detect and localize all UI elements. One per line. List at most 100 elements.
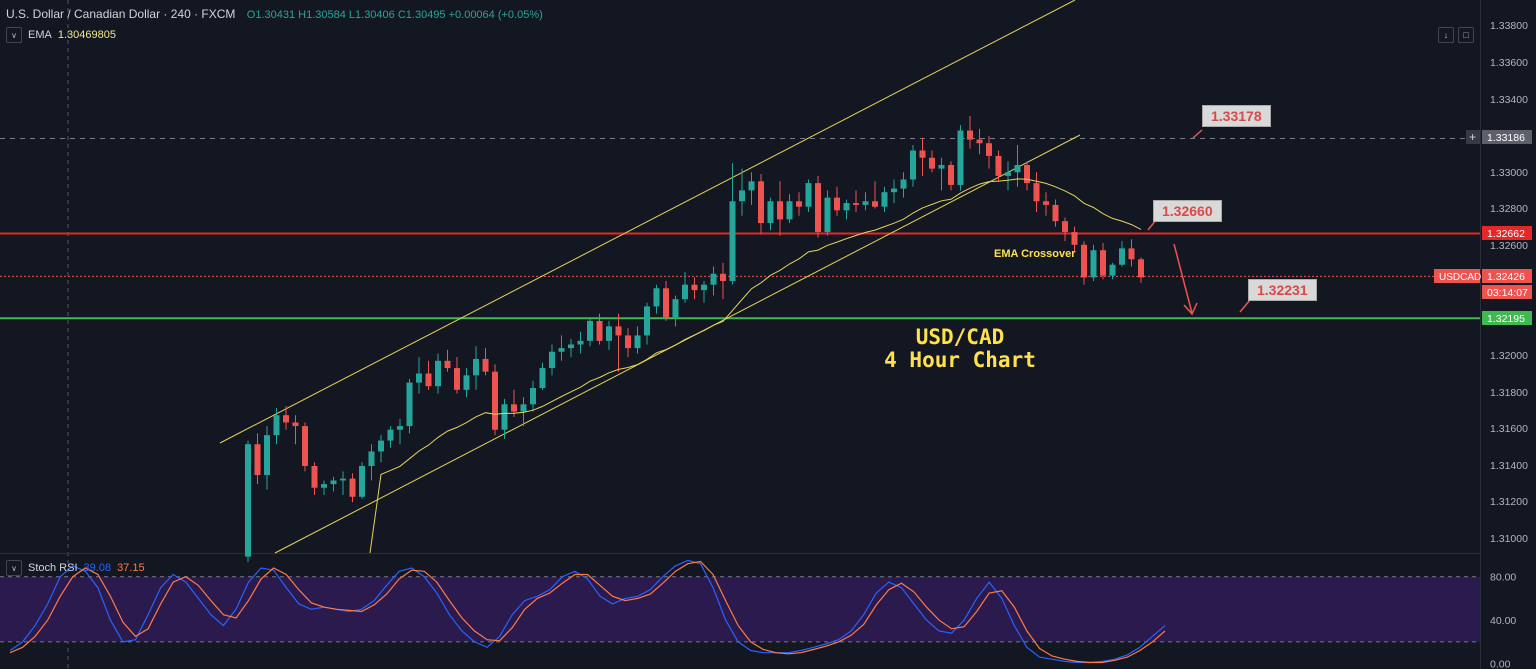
candle-body bbox=[349, 478, 356, 497]
stoch-rsi-pane bbox=[0, 559, 1480, 664]
candle-body bbox=[454, 368, 460, 390]
price-tick-label: 1.32800 bbox=[1490, 203, 1528, 215]
candle-body bbox=[701, 284, 707, 291]
chart-title-overlay: USD/CAD 4 Hour Chart bbox=[840, 326, 1080, 372]
callout-target-high: 1.33178 bbox=[1202, 105, 1271, 127]
projection-arrow-line bbox=[1173, 243, 1193, 314]
price-tag-bg bbox=[1482, 226, 1532, 240]
candle-body bbox=[340, 478, 346, 481]
candle-body bbox=[891, 188, 897, 193]
stoch-band bbox=[0, 576, 1480, 642]
candle-body bbox=[577, 340, 584, 345]
candle-body bbox=[881, 192, 888, 207]
price-tick-label: 1.33600 bbox=[1490, 57, 1528, 69]
candle-body bbox=[378, 440, 384, 452]
candle-body bbox=[1081, 244, 1087, 278]
price-tick-label: 1.31200 bbox=[1490, 496, 1528, 508]
candle-body bbox=[1128, 248, 1135, 260]
ema-line bbox=[369, 178, 1142, 554]
price-axis: 1.33800 1.33600 1.33400 1.33186 1.33000 1.328… bbox=[1434, 20, 1532, 669]
candle-body bbox=[786, 201, 793, 220]
candle-body bbox=[625, 335, 631, 349]
candle-body bbox=[539, 368, 546, 389]
candle-body bbox=[739, 190, 745, 202]
candle-body bbox=[1043, 201, 1049, 205]
candle-body bbox=[796, 201, 802, 207]
candle-body bbox=[815, 183, 821, 233]
ema-legend[interactable]: ∨ EMA 1.30469805 bbox=[6, 27, 116, 43]
candle-body bbox=[634, 335, 641, 349]
candle-body bbox=[425, 373, 432, 387]
candle-body bbox=[606, 326, 612, 341]
callout-pointer bbox=[1192, 129, 1203, 139]
candle-body bbox=[549, 351, 555, 369]
collapse-icon[interactable]: ∨ bbox=[6, 27, 22, 43]
candle-body bbox=[520, 404, 527, 412]
stoch-tick-label: 80.00 bbox=[1490, 572, 1516, 584]
price-tag-bg bbox=[1482, 130, 1532, 144]
candle-body bbox=[254, 444, 261, 476]
price-tag-label: 1.33186 bbox=[1487, 132, 1525, 144]
candle-body bbox=[929, 157, 935, 169]
candle-body bbox=[416, 373, 422, 383]
stoch-legend[interactable]: ∨ Stoch RSI 39.08 37.15 bbox=[6, 560, 145, 576]
candle-body bbox=[976, 139, 983, 144]
price-tick-label: 1.31800 bbox=[1490, 387, 1528, 399]
candle-body bbox=[853, 203, 859, 205]
price-tag-label: 03:14:07 bbox=[1487, 287, 1528, 299]
title-line-1: USD/CAD bbox=[915, 325, 1005, 349]
candle-body bbox=[501, 404, 508, 430]
candle-body bbox=[729, 201, 736, 282]
candle-body bbox=[321, 484, 327, 488]
ema-crossover-label: EMA Crossover bbox=[994, 248, 1076, 260]
candle-body bbox=[691, 284, 698, 291]
candle-body bbox=[1024, 164, 1030, 184]
stoch-name: Stoch RSI bbox=[28, 562, 78, 574]
candle-body bbox=[292, 422, 299, 427]
arrow-down-icon[interactable]: ↓ bbox=[1438, 27, 1454, 43]
candle-body bbox=[710, 273, 717, 285]
candle-body bbox=[834, 197, 840, 211]
candle-body bbox=[558, 348, 565, 352]
callout-pointer bbox=[1239, 299, 1251, 313]
candle-body bbox=[1109, 264, 1116, 276]
candle-body bbox=[653, 288, 660, 307]
candle-body bbox=[596, 320, 603, 341]
candle-body bbox=[311, 465, 318, 488]
candle-body bbox=[720, 273, 726, 282]
stoch-tick-label: 40.00 bbox=[1490, 615, 1516, 627]
plus-icon-glyph: + bbox=[1469, 130, 1476, 144]
price-tick-label: 1.31000 bbox=[1490, 533, 1528, 545]
ema-value: 1.30469805 bbox=[57, 29, 116, 41]
candle-body bbox=[805, 183, 812, 207]
stoch-series-37.15 bbox=[9, 560, 1166, 664]
candle-body bbox=[957, 130, 964, 185]
symbol-tag-bg bbox=[1434, 269, 1480, 283]
candle-body bbox=[368, 451, 375, 466]
callout-target-mid: 1.32660 bbox=[1153, 200, 1222, 222]
chart-header: U.S. Dollar / Canadian Dollar · 240 · FX… bbox=[6, 7, 543, 21]
candle-body bbox=[1005, 172, 1011, 176]
candle-body bbox=[463, 375, 470, 390]
candle-body bbox=[682, 284, 688, 300]
callout-target-low: 1.32231 bbox=[1248, 279, 1317, 301]
candle-body bbox=[758, 181, 764, 224]
arrow-head-icon bbox=[1183, 302, 1198, 316]
plus-icon bbox=[1466, 130, 1480, 144]
collapse-icon[interactable]: ∨ bbox=[6, 560, 22, 576]
candle-body bbox=[587, 320, 593, 341]
candle-body bbox=[435, 360, 441, 387]
candle-body bbox=[672, 299, 679, 318]
candle-body bbox=[938, 164, 945, 169]
candle-body bbox=[824, 197, 831, 233]
candle-body bbox=[967, 130, 973, 140]
candle-body bbox=[900, 179, 907, 189]
maximize-icon[interactable]: □ bbox=[1458, 27, 1474, 43]
candle-body bbox=[302, 426, 308, 466]
price-tag-bg bbox=[1482, 269, 1532, 283]
candle-body bbox=[948, 164, 954, 185]
candle-body bbox=[919, 150, 926, 158]
stoch-k-value: 39.08 bbox=[83, 562, 112, 574]
ema-name: EMA bbox=[28, 29, 52, 41]
